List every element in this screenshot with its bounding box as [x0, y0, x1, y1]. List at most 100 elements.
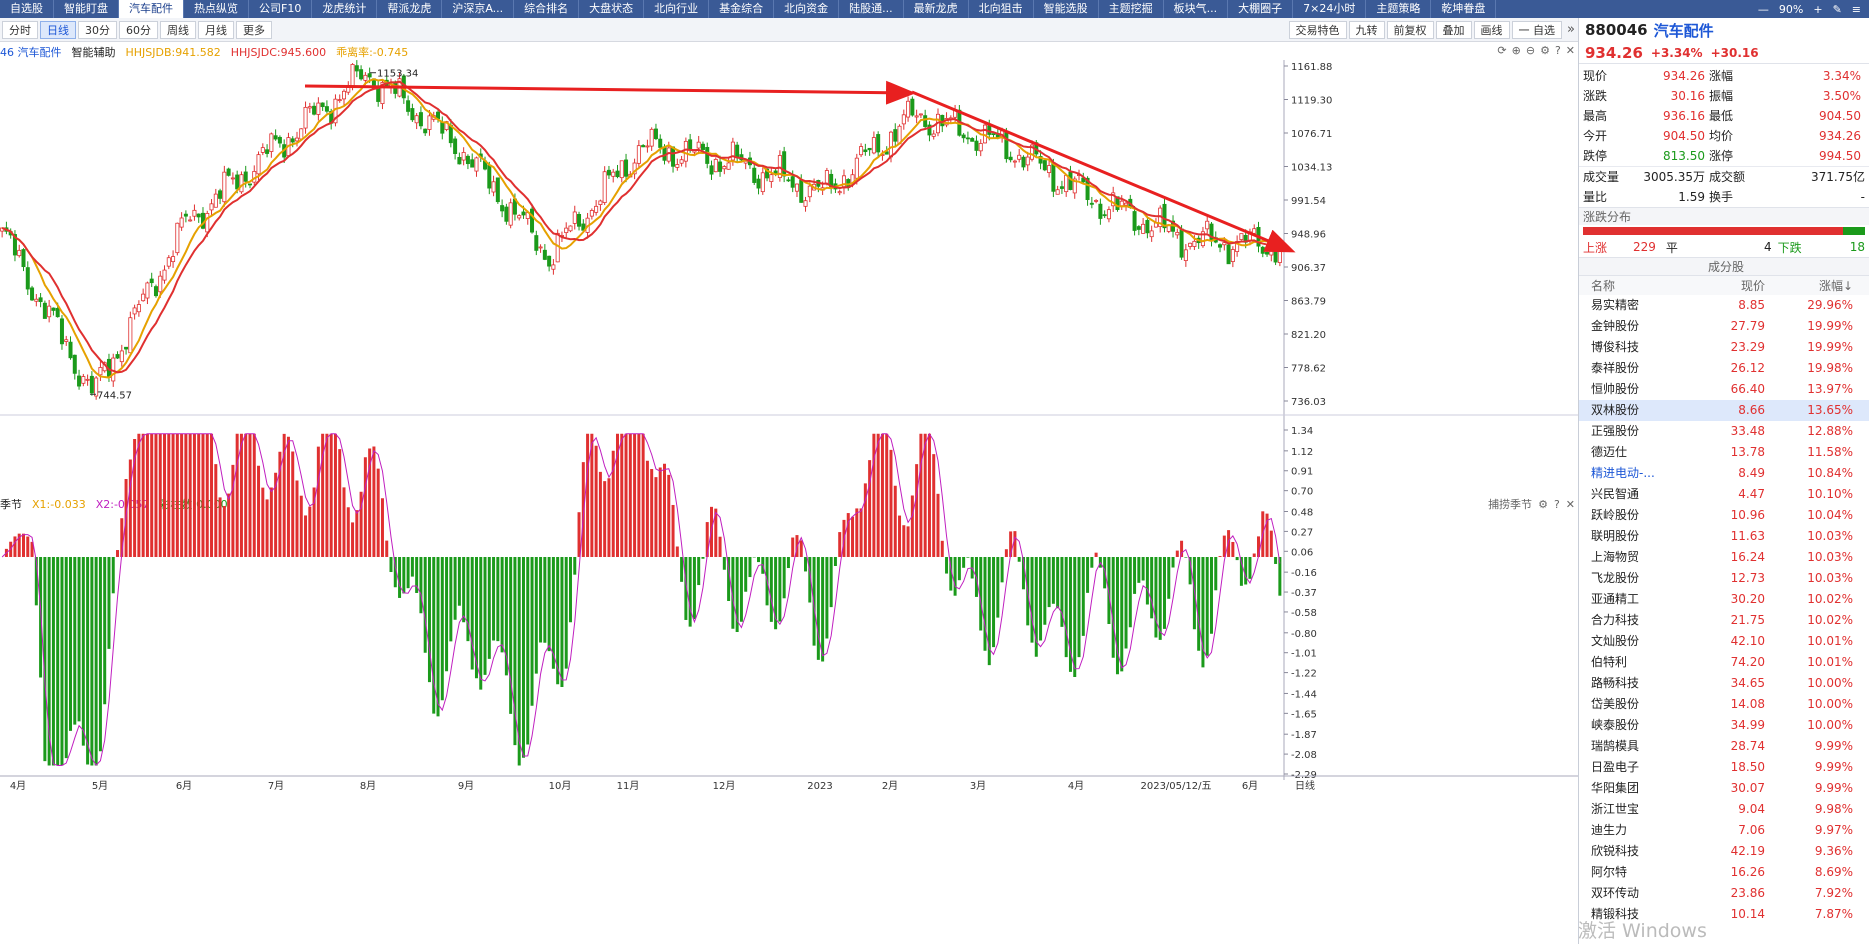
stock-row[interactable]: 双林股份 8.66 13.65% [1579, 400, 1869, 421]
stock-row[interactable]: 伯特利 74.20 10.01% [1579, 652, 1869, 673]
high-label: 1153.34 [377, 69, 418, 80]
stock-row[interactable]: 亚通精工 30.20 10.02% [1579, 589, 1869, 610]
drawn-arrow-down[interactable] [911, 90, 1296, 253]
nav-tab[interactable]: 热点纵览 [184, 0, 249, 18]
stock-row[interactable]: 恒帅股份 66.40 13.97% [1579, 379, 1869, 400]
stock-row[interactable]: 路畅科技 34.65 10.00% [1579, 673, 1869, 694]
stock-row[interactable]: 瑞鹄模具 28.74 9.99% [1579, 736, 1869, 757]
candle-body [542, 249, 547, 260]
stock-row[interactable]: 上海物贸 16.24 10.03% [1579, 547, 1869, 568]
stock-row[interactable]: 正强股份 33.48 12.88% [1579, 421, 1869, 442]
minus-icon[interactable]: ⊖ [1525, 44, 1536, 57]
header-change[interactable]: 涨幅↓ [1818, 279, 1853, 293]
stock-row[interactable]: 文灿股份 42.10 10.01% [1579, 631, 1869, 652]
period-button[interactable]: 月线 [198, 20, 234, 39]
nav-tab[interactable]: 乾坤眷盘 [1431, 0, 1497, 18]
tool-button[interactable]: 交易特色 [1288, 20, 1347, 39]
nav-tab[interactable]: 最新龙虎 [904, 0, 969, 18]
stock-row[interactable]: 博俊科技 23.29 19.99% [1579, 337, 1869, 358]
tool-button[interactable]: 画线 [1473, 20, 1510, 39]
nav-tab[interactable]: 综合排名 [514, 0, 580, 18]
sub-settings-icon[interactable]: ⚙ [1538, 497, 1548, 511]
stock-row[interactable]: 华阳集团 30.07 9.99% [1579, 778, 1869, 799]
period-button[interactable]: 30分 [78, 20, 117, 39]
nav-tab[interactable]: 7×24小时 [1293, 0, 1367, 18]
nav-tab[interactable]: 自选股 [0, 0, 54, 18]
nav-tab[interactable]: 基金综合 [709, 0, 775, 18]
candle-body [213, 193, 218, 208]
help-icon[interactable]: ? [1554, 44, 1561, 57]
stock-row[interactable]: 浙江世宝 9.04 9.98% [1579, 799, 1869, 820]
close-icon[interactable]: ✕ [1565, 44, 1575, 57]
nav-tab[interactable]: 板块气... [1164, 0, 1229, 18]
sub-help-icon[interactable]: ? [1553, 497, 1560, 511]
ratio-row: 量比 1.59 换手 - [1579, 187, 1869, 207]
settings-icon[interactable]: ⚙ [1540, 44, 1550, 57]
period-button[interactable]: 日线 [40, 20, 76, 39]
stock-row[interactable]: 金钟股份 27.79 19.99% [1579, 316, 1869, 337]
stock-row[interactable]: 迪生力 7.06 9.97% [1579, 820, 1869, 841]
nav-tab[interactable]: 沪深京A... [442, 0, 515, 18]
stock-row[interactable]: 阿尔特 16.26 8.69% [1579, 862, 1869, 883]
nav-tab[interactable]: 北向资金 [774, 0, 840, 18]
tool-button[interactable]: 九转 [1348, 20, 1385, 39]
period-button[interactable]: 更多 [236, 20, 272, 39]
stock-row[interactable]: 德迈仕 13.78 11.58% [1579, 442, 1869, 463]
nav-tab[interactable]: 龙虎统计 [312, 0, 378, 18]
nav-tab[interactable]: 帮派龙虎 [377, 0, 443, 18]
quote-change-pct: +3.34% [1650, 45, 1703, 60]
nav-tab[interactable]: 北向狙击 [969, 0, 1034, 18]
period-button[interactable]: 分时 [2, 20, 38, 39]
refresh-icon[interactable]: ⟳ [1497, 44, 1507, 57]
header-name[interactable]: 名称 [1591, 279, 1616, 293]
stock-row[interactable]: 岱美股份 14.08 10.00% [1579, 694, 1869, 715]
stock-row[interactable]: 泰祥股份 26.12 19.98% [1579, 358, 1869, 379]
stock-row[interactable]: 峡泰股份 34.99 10.00% [1579, 715, 1869, 736]
sub-close-icon[interactable]: ✕ [1565, 497, 1575, 511]
stock-row[interactable]: 兴民智通 4.47 10.10% [1579, 484, 1869, 505]
nav-tab[interactable]: 陆股通... [839, 0, 904, 18]
nav-tab[interactable]: 主题策略 [1366, 0, 1432, 18]
nav-tab[interactable]: 汽车配件 [119, 0, 184, 18]
stock-row[interactable]: 跃岭股份 10.96 10.04% [1579, 505, 1869, 526]
nav-tab[interactable]: 公司F10 [249, 0, 313, 18]
zoom-plus-icon[interactable]: + [1813, 2, 1823, 16]
stock-row[interactable]: 欣锐科技 42.19 9.36% [1579, 841, 1869, 862]
nav-tab[interactable]: 大盘状态 [579, 0, 645, 18]
stock-row[interactable]: 易实精密 8.85 29.96% [1579, 295, 1869, 316]
add-icon[interactable]: ⊕ [1511, 44, 1521, 57]
legend-assist[interactable]: 智能辅助 [71, 46, 116, 59]
period-button[interactable]: 周线 [160, 20, 196, 39]
candle-body [1017, 154, 1022, 160]
nav-tab[interactable]: 智能选股 [1034, 0, 1099, 18]
stock-row[interactable]: 日盈电子 18.50 9.99% [1579, 757, 1869, 778]
tool-button[interactable]: 前复权 [1386, 20, 1434, 39]
candle-body [645, 145, 650, 148]
candle-body [1200, 231, 1205, 247]
nav-tab[interactable]: 智能盯盘 [54, 0, 119, 18]
candle-body [1102, 214, 1107, 217]
menu-icon[interactable]: ≡ [1851, 2, 1861, 16]
period-button[interactable]: 60分 [119, 20, 158, 39]
candle-body [21, 249, 26, 268]
tool-button[interactable]: 一 自选 [1511, 20, 1562, 39]
stock-row[interactable]: 飞龙股份 12.73 10.03% [1579, 568, 1869, 589]
nav-tab[interactable]: 北向行业 [644, 0, 710, 18]
kline-chart[interactable]: 1161.88 1119.30 1076.71 1034.13 991.54 948.96… [0, 60, 1578, 944]
nav-tab[interactable]: 主题挖掘 [1099, 0, 1164, 18]
stock-name: 路畅科技 [1591, 676, 1640, 690]
stock-row[interactable]: 联明股份 11.63 10.03% [1579, 526, 1869, 547]
price-tick-label: 991.54 [1291, 196, 1326, 207]
collapse-icon[interactable]: » [1567, 22, 1575, 37]
nav-tab[interactable]: 大棚圈子 [1228, 0, 1294, 18]
edit-icon[interactable]: ✎ [1832, 2, 1842, 16]
stock-row[interactable]: 合力科技 21.75 10.02% [1579, 610, 1869, 631]
stock-row[interactable]: 双环传动 23.86 7.92% [1579, 883, 1869, 904]
zoom-minus-icon[interactable]: — [1757, 2, 1769, 16]
stock-row[interactable]: 精锻科技 10.14 7.87% [1579, 904, 1869, 925]
tool-button[interactable]: 叠加 [1435, 20, 1472, 39]
sub-legend-right[interactable]: 捕捞季节 [1488, 498, 1533, 511]
header-price[interactable]: 现价 [1740, 279, 1765, 293]
drawn-arrow-horizontal[interactable] [304, 80, 916, 105]
stock-row[interactable]: 精进电动-... 8.49 10.84% [1579, 463, 1869, 484]
